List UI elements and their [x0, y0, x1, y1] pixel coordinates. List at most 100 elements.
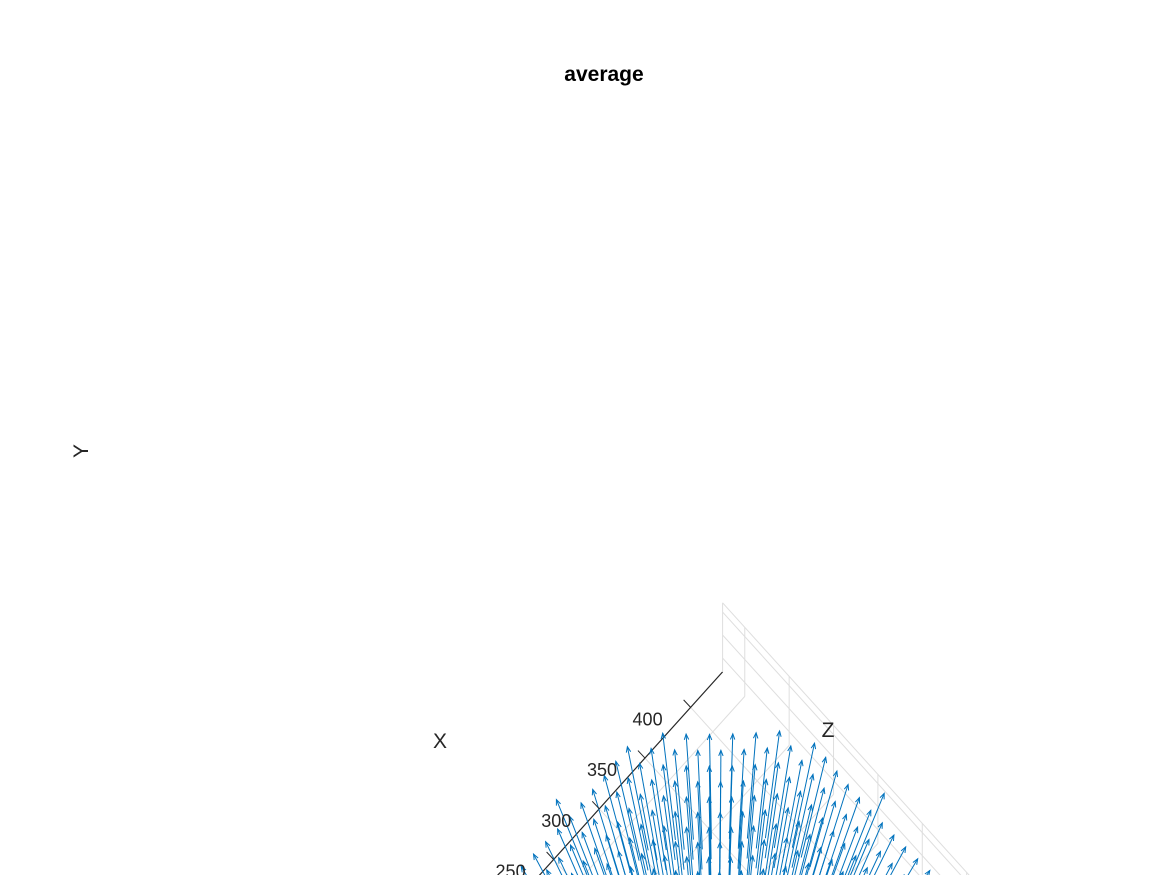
z-axis-label: Z — [822, 719, 835, 742]
quiver-arrow — [804, 862, 810, 875]
quiver-arrow — [581, 831, 599, 875]
quiver-arrow — [672, 748, 685, 850]
quiver-arrow — [764, 761, 781, 859]
quiver-arrow — [695, 749, 703, 850]
quiver-arrow — [568, 814, 593, 875]
quiver-arrow — [555, 798, 588, 875]
quiver-arrow — [544, 840, 563, 875]
quiver-arrow — [767, 822, 778, 875]
x-axis-line — [538, 671, 724, 875]
quiver-arrow — [819, 829, 835, 875]
quiver-arrow — [737, 748, 747, 849]
wall-gridline — [722, 634, 941, 875]
quiver-arrow — [782, 789, 802, 875]
quiver-arrow — [749, 854, 755, 875]
quiver-arrow — [782, 865, 788, 875]
quiver-arrow — [890, 845, 907, 875]
x-tick-mark — [637, 750, 646, 759]
quiver-arrow — [580, 801, 607, 875]
quiver-arrow — [812, 800, 837, 875]
quiver-arrow — [779, 836, 789, 875]
quiver-arrow — [756, 808, 768, 875]
quiver-arrow — [868, 850, 882, 875]
wall-gridline — [722, 611, 962, 875]
quiver-arrow — [809, 769, 838, 868]
quiver-arrow — [873, 833, 895, 875]
quiver-arrow — [787, 820, 801, 875]
quiver-arrow — [696, 870, 700, 875]
quiver-arrow — [683, 764, 694, 860]
quiver-arrow — [755, 746, 770, 849]
x-axis-label: X — [433, 730, 447, 753]
quiver-arrow — [615, 790, 638, 875]
quiver-arrow — [847, 854, 857, 875]
quiver-arrow — [826, 858, 833, 875]
quiver-arrow — [764, 729, 782, 839]
floor-gridline — [583, 696, 746, 875]
x-tick-label: 350 — [587, 760, 617, 780]
quiver-arrow — [850, 792, 885, 875]
x-tick-mark — [546, 851, 554, 860]
quiver-arrow — [838, 825, 859, 875]
x-axis-ticks: 100150200250300350400 — [496, 699, 691, 875]
quiver-arrow — [627, 807, 645, 875]
quiver-arrow — [684, 826, 692, 875]
quiver-arrow — [616, 820, 633, 875]
quiver-arrow — [812, 846, 822, 875]
quiver-arrow — [638, 792, 657, 875]
quiver-arrow — [649, 778, 667, 871]
quiver-arrow — [825, 813, 848, 875]
quiver-arrow — [546, 868, 552, 875]
quiver-arrow — [649, 747, 667, 851]
quiver-arrow — [806, 816, 824, 875]
quiver-arrow — [673, 840, 680, 875]
quiver-arrow — [706, 733, 713, 840]
floor-gridline — [690, 707, 844, 875]
quiver-arrow — [558, 856, 568, 875]
quiver-arrow — [629, 865, 635, 875]
quiver-arrow — [673, 810, 683, 875]
quiver-arrow — [684, 855, 690, 875]
quiver-arrow — [520, 865, 527, 875]
quiver-arrow — [557, 827, 579, 875]
vector-arrows — [520, 729, 931, 875]
quiver-arrow — [640, 852, 647, 875]
quiver-arrow — [625, 745, 649, 851]
quiver-arrow — [791, 849, 800, 875]
quiver-arrow — [718, 748, 724, 850]
quiver-arrow — [532, 852, 546, 875]
quiver-arrow — [651, 838, 660, 875]
quiver-arrow — [924, 869, 931, 875]
y-axis-label: Y — [70, 444, 93, 458]
quiver-arrow — [794, 803, 813, 875]
quiver-arrow — [801, 786, 826, 875]
quiver-arrow — [853, 838, 870, 875]
quiver-arrow — [844, 809, 872, 875]
quiver-arrow — [773, 775, 792, 869]
quiver-arrow — [660, 731, 676, 840]
floor-gridline — [598, 808, 660, 875]
quiver-arrow — [755, 778, 769, 869]
quiver-arrow — [773, 744, 793, 849]
quiver-arrow — [672, 779, 685, 870]
quiver-arrow — [594, 847, 605, 875]
floor-gridline — [671, 745, 790, 875]
quiver-arrow — [626, 776, 649, 871]
quiver-arrow — [832, 842, 846, 875]
quiver-arrow — [831, 796, 861, 875]
x-tick-mark — [683, 699, 691, 708]
quiver-arrow — [591, 788, 620, 875]
quiver-arrow — [759, 867, 766, 875]
x-tick-label: 250 — [496, 862, 526, 875]
box-edge — [722, 602, 970, 875]
x-tick-mark — [591, 800, 600, 810]
quiver-arrow — [614, 760, 640, 861]
quiver-arrow — [728, 795, 735, 875]
quiver-arrow — [637, 762, 658, 861]
quiver-arrow — [684, 795, 694, 875]
quiver-arrow — [800, 756, 828, 858]
quiver-arrow — [605, 834, 619, 875]
quiver-arrow — [706, 764, 713, 860]
floor-gridline — [760, 794, 834, 875]
